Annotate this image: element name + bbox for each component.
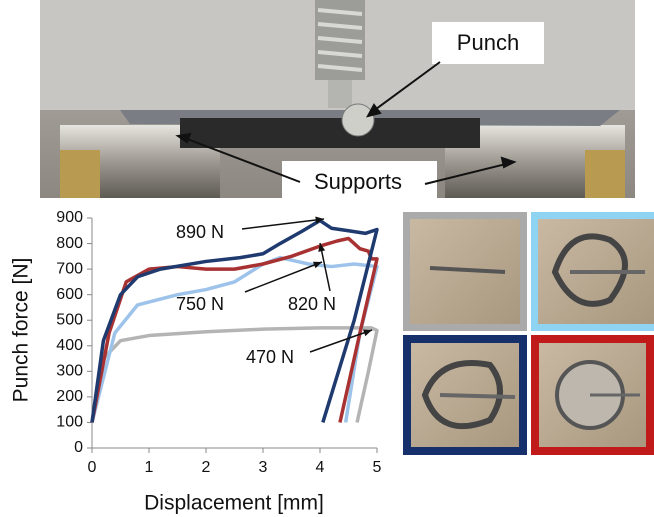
y-tick-label: 800 [56,235,83,252]
chart: Displacement [mm] Punch force [N] 010020… [10,209,382,514]
specimen-photos [403,212,654,455]
series-line [92,328,377,423]
y-tick-label: 0 [74,439,83,456]
x-tick-label: 1 [145,459,154,476]
annotation: 820 N [288,294,336,314]
x-axis-title: Displacement [mm] [144,492,324,515]
annotation: 890 N [176,222,224,242]
annotation-arrow [310,330,372,352]
x-tick-label: 0 [88,459,97,476]
figure: Punch Supports Displacement [mm] Punch f… [0,0,654,517]
x-tick-label: 3 [259,459,268,476]
annotation-arrowhead [363,329,372,336]
annotation: 470 N [246,347,294,367]
top-photo: Punch Supports [40,0,635,203]
y-tick-label: 600 [56,286,83,303]
y-tick-label: 500 [56,311,83,328]
annotation: 750 N [176,294,224,314]
photo-label: Punch [457,30,519,55]
photo-label: Supports [314,169,402,194]
y-tick-label: 700 [56,260,83,277]
y-tick-label: 300 [56,363,83,380]
series-line [92,221,377,423]
y-tick-label: 100 [56,414,83,431]
y-tick-label: 200 [56,388,83,405]
x-tick-label: 2 [202,459,211,476]
series-line [92,258,377,423]
x-tick-label: 5 [373,459,382,476]
y-tick-label: 400 [56,337,83,354]
x-tick-label: 4 [316,459,325,476]
y-axis-title: Punch force [N] [10,258,33,403]
y-tick-label: 900 [56,209,83,226]
